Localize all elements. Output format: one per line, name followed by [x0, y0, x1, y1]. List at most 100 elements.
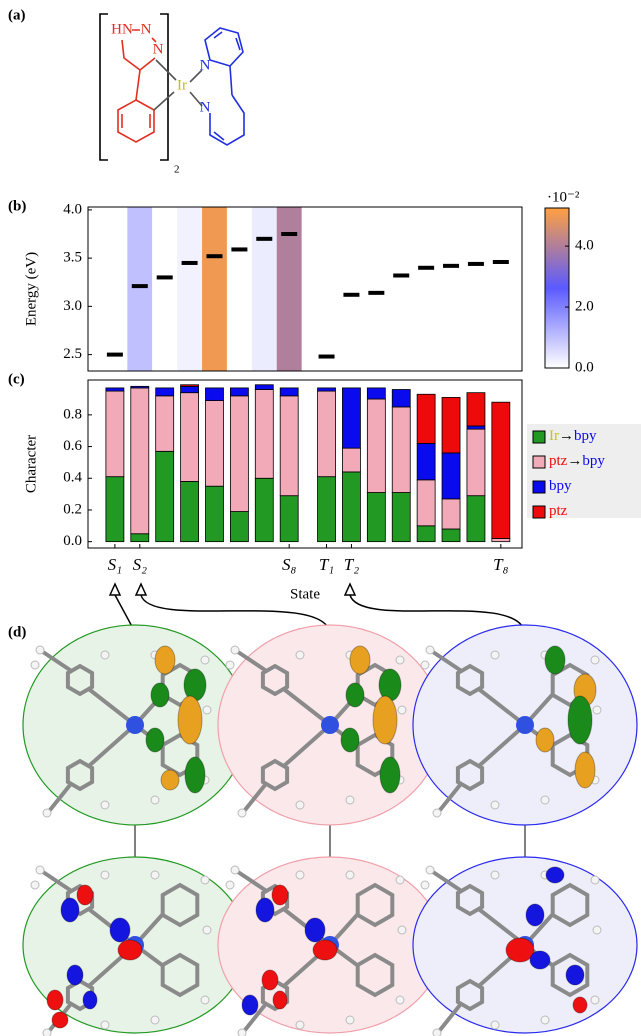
bar-segment [155, 387, 175, 397]
x-tick-label: T₈ [493, 555, 508, 574]
bar-segment [254, 389, 274, 479]
atom-label: N [200, 57, 211, 73]
hydrogen [490, 800, 500, 810]
lobe [535, 727, 555, 753]
lobe [177, 695, 203, 745]
iridium [126, 716, 144, 734]
bar-segment [391, 389, 411, 408]
energy-level [443, 263, 460, 268]
hydrogen [432, 808, 442, 818]
legend-label: bpy [549, 478, 572, 494]
hydrogen [432, 1028, 442, 1036]
bar-segment [317, 476, 336, 543]
bar-segment [279, 395, 299, 497]
hydrogen [540, 795, 550, 805]
hydrogen [100, 800, 110, 810]
hydrogen [590, 655, 600, 665]
bar-segment [254, 384, 274, 390]
x-tick-label: T₂ [344, 555, 359, 574]
hydrogen [42, 808, 52, 818]
hydrogen [490, 1020, 500, 1030]
strength-band [463, 207, 489, 371]
bar-segment [342, 387, 361, 449]
bar-segment [416, 442, 436, 481]
hydrogen [425, 645, 435, 655]
legend-swatch [532, 430, 546, 444]
iridium [321, 716, 339, 734]
bar-segment [155, 395, 175, 452]
bar-segment [441, 452, 461, 500]
lobe [379, 756, 401, 794]
hydrogen [592, 705, 602, 715]
bar-segment [229, 511, 249, 543]
bar-segment [105, 387, 125, 392]
bar-segment [180, 385, 199, 394]
legend-swatch [532, 480, 546, 494]
lobe [345, 682, 365, 708]
lobe [372, 695, 398, 745]
lobe [565, 964, 585, 986]
bar-segment [130, 387, 150, 535]
lobe [505, 937, 535, 963]
bar-segment [180, 481, 199, 543]
bar-segment [180, 392, 199, 482]
bar-segment [180, 384, 199, 387]
bar-segment [130, 533, 150, 543]
bar-segment [466, 428, 486, 497]
hydrogen [30, 660, 40, 670]
bar-segment [366, 387, 386, 400]
hydrogen [35, 865, 45, 875]
bar-segment [254, 477, 274, 543]
bar-segment [130, 385, 150, 389]
strength-band [152, 207, 178, 371]
lobe [60, 897, 80, 923]
bar-segment [105, 476, 125, 543]
bar-segment [205, 400, 224, 487]
lobe [51, 1011, 69, 1029]
strength-band [102, 207, 128, 371]
lobe [76, 884, 94, 906]
lobe [160, 769, 180, 791]
energy-level [492, 259, 509, 264]
hydrogen [200, 875, 210, 885]
lobe [544, 645, 566, 675]
lobe [312, 939, 338, 961]
legend-label: ptz [549, 503, 568, 519]
lobe [150, 682, 170, 708]
y-axis-label: Character [23, 435, 39, 493]
bar-segment [205, 485, 224, 543]
panel-label: (d) [8, 624, 26, 640]
hydrogen [150, 1015, 160, 1025]
y-tick-label: 4.0 [63, 201, 82, 217]
lobe [572, 996, 588, 1014]
bar-segment [105, 390, 125, 478]
energy-level [418, 265, 435, 270]
hydrogen [590, 995, 600, 1005]
energy-level [156, 275, 173, 280]
energy-level [256, 236, 273, 241]
panel-label: (c) [8, 371, 25, 387]
colorbar-tick-label: 0.0 [575, 359, 594, 375]
lobe [154, 645, 176, 675]
bar-segment [229, 395, 249, 512]
y-axis-label: Energy (eV) [23, 252, 39, 326]
lobe [255, 897, 275, 923]
hydrogen [200, 655, 210, 665]
hydrogen [345, 1015, 355, 1025]
lobe [545, 866, 565, 884]
hydrogen [592, 925, 602, 935]
count-label: 2 [174, 164, 180, 176]
hydrogen [237, 808, 247, 818]
strength-band [202, 207, 227, 371]
lobe [117, 939, 143, 961]
lobe [574, 751, 596, 789]
bar-segment [279, 387, 299, 397]
lobe [271, 884, 289, 906]
y-tick-label: 0.8 [63, 406, 82, 422]
lobe [529, 950, 551, 970]
hydrogen [30, 880, 40, 890]
hydrogen [35, 645, 45, 655]
bar-segment [416, 393, 436, 444]
energy-level [281, 232, 298, 237]
